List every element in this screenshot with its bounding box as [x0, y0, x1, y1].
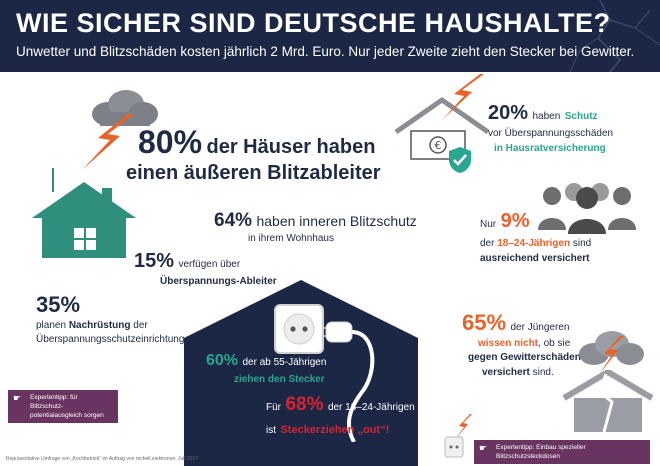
young-insured-line2: der 18–24-Jährigen sind: [480, 238, 592, 249]
house-icon: [32, 182, 136, 258]
retrofit-pct: 35%: [36, 292, 81, 317]
unknown-line4: versichert sind.: [482, 367, 554, 378]
svg-text:€: €: [435, 139, 442, 152]
page-subtitle: Unwetter und Blitzschäden kosten jährlic…: [16, 44, 635, 59]
unplug-young-line2: ist Steckerziehen „out“!: [266, 424, 390, 436]
header: WIE SICHER SIND DEUTSCHE HAUSHALTE? Unwe…: [0, 0, 660, 72]
insurance-line3: in Hausratversicherung: [494, 143, 606, 154]
outer-protection-line2: einen äußeren Blitzableiter: [126, 162, 381, 184]
shield-check-icon: [449, 147, 471, 173]
cloud-icon: [92, 90, 158, 126]
inner-protection-sub: in ihrem Wohnhaus: [248, 233, 334, 244]
people-icon: [538, 183, 636, 234]
socket-icon: [274, 304, 324, 354]
antenna-icon: [52, 168, 54, 192]
broken-house-icon: [562, 370, 654, 432]
unplug-old-stat: 60% der ab 55-Jährigen: [206, 352, 327, 369]
retrofit-line2: Überspannungsschutzeinrichtung: [36, 334, 185, 345]
inner-protection-stat: 64% haben inneren Blitzschutz: [214, 210, 417, 231]
outer-protection-stat: 80% der Häuser haben: [138, 124, 376, 160]
surge-stat: 15% verfügen über: [134, 250, 241, 272]
insurance-line2: vor Überspannungsschäden: [488, 128, 614, 139]
lightning-bolt-icon-right: [442, 74, 484, 120]
navy-house-icon: [184, 280, 418, 466]
expert-tip-right: ☛ Expertentipp: Einbau spezieller Blitzs…: [474, 440, 650, 464]
young-insured-line3: ausreichend versichert: [480, 253, 590, 264]
page-title: WIE SICHER SIND DEUTSCHE HAUSHALTE?: [16, 8, 611, 38]
lightning-background-icon: [569, 0, 660, 72]
unknown-stat: 65% der Jüngeren: [462, 310, 570, 335]
unknown-line3: gegen Gewitterschäden: [468, 352, 581, 363]
unplug-old-line2: ziehen den Stecker: [234, 374, 325, 385]
insurance-stat: 20% haben Schutz: [488, 102, 598, 124]
young-insured-stat: Nur 9%: [480, 210, 530, 232]
roof-icon: [394, 96, 490, 135]
socket-small-icon: [444, 436, 464, 458]
plug-icon: [324, 321, 375, 442]
hand-pointer-icon: ☛: [13, 393, 22, 403]
unknown-line2: wissen nicht, ob sie: [478, 338, 571, 349]
surge-sub: Überspannungs-Ableiter: [160, 276, 277, 287]
retrofit-line1: planen Nachrüstung der: [36, 320, 148, 331]
expert-tip-left: ☛ Expertentipp: für Blitzschutz- potenti…: [8, 390, 118, 423]
unplug-young-stat: Für 68% der 18–24-Jährigen: [266, 394, 415, 415]
hand-pointer-icon-right: ☛: [479, 443, 488, 453]
footnote: Repräsentative Umfrage von „Kochbetrieb“…: [6, 456, 199, 462]
